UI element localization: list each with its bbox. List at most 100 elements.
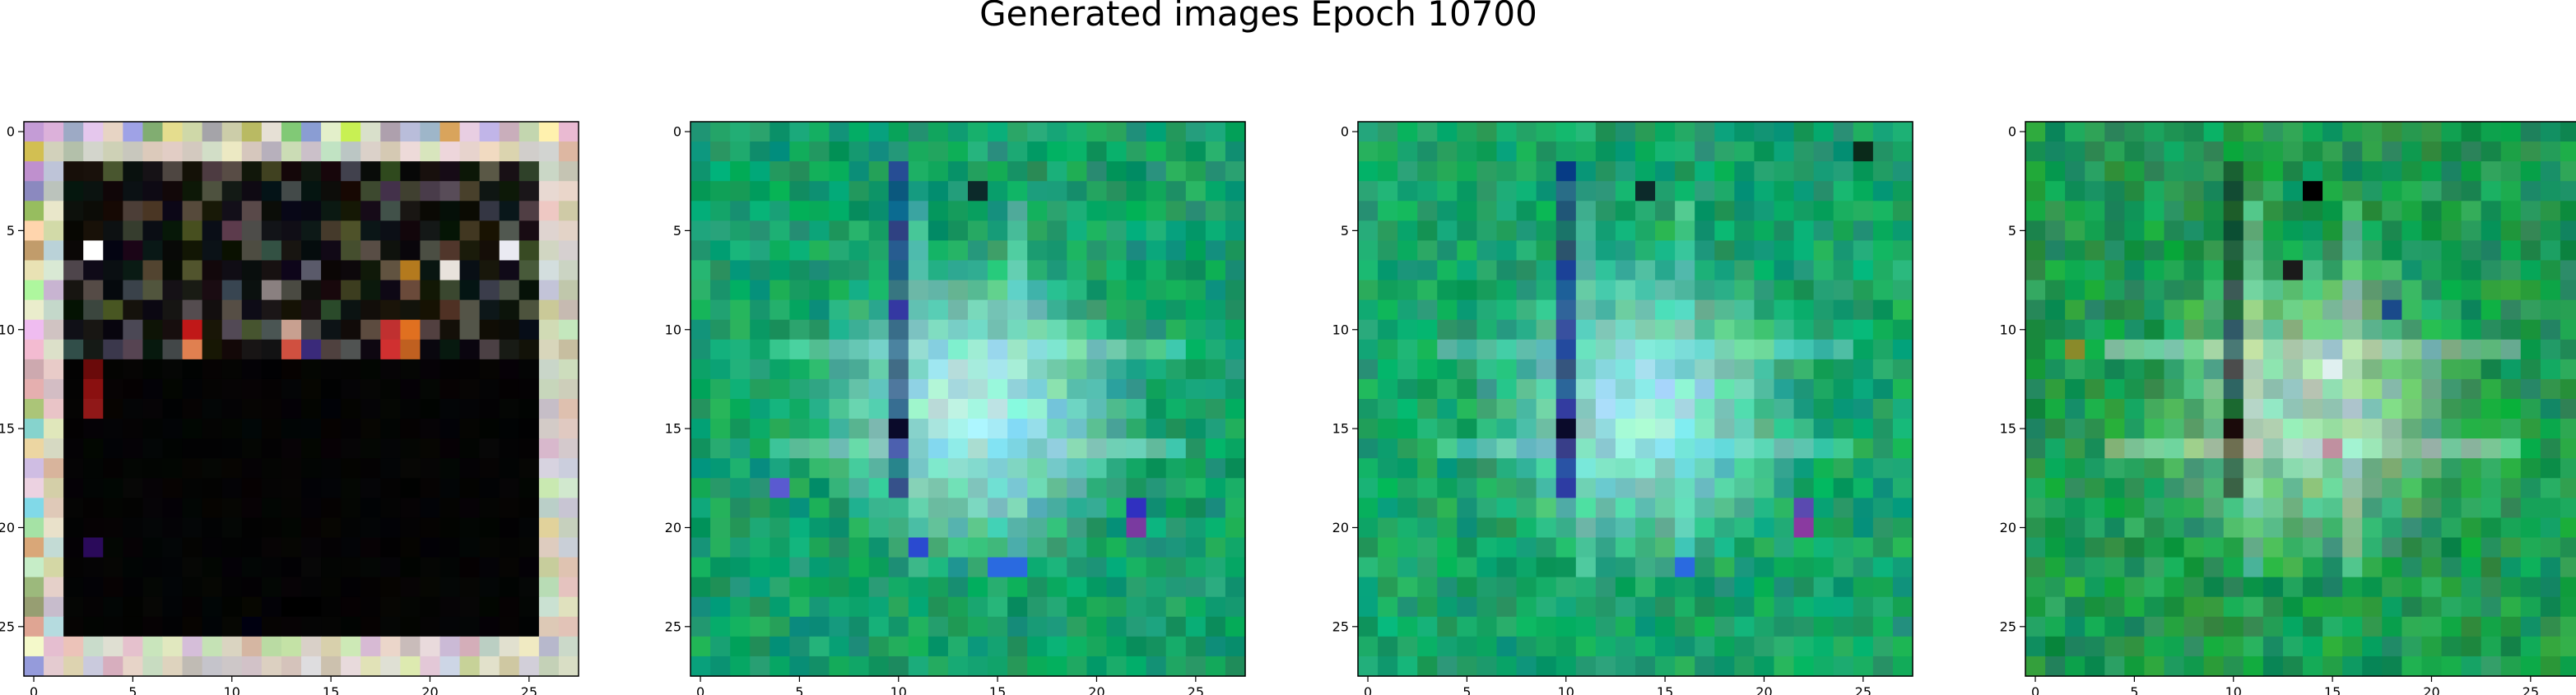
pixel-cell — [2500, 596, 2522, 618]
pixel-cell — [1892, 478, 1913, 498]
pixel-cell — [400, 339, 421, 360]
pixel-cell — [1813, 636, 1834, 657]
pixel-cell — [1358, 438, 1379, 459]
pixel-cell — [123, 201, 144, 221]
pixel-cell — [928, 339, 949, 360]
pixel-cell — [83, 557, 104, 578]
pixel-cell — [1476, 181, 1498, 202]
pixel-cell — [1417, 537, 1438, 558]
pixel-cell — [2402, 299, 2423, 321]
pixel-cell — [1872, 577, 1894, 598]
pixel-cell — [2441, 201, 2462, 221]
pixel-cell — [321, 616, 342, 637]
pixel-cell — [2540, 399, 2561, 419]
pixel-cell — [2540, 596, 2561, 618]
pixel-cell — [1047, 636, 1067, 657]
pixel-cell — [1378, 399, 1398, 419]
pixel-cell — [849, 517, 870, 539]
pixel-cell — [63, 181, 84, 202]
pixel-cell — [301, 339, 322, 360]
pixel-cell — [1205, 498, 1226, 519]
pixel-cell — [868, 299, 890, 321]
pixel-cell — [829, 181, 850, 202]
pixel-cell — [538, 201, 560, 221]
pixel-cell — [261, 616, 282, 637]
pixel-cell — [1635, 122, 1656, 142]
pixel-cell — [261, 596, 282, 618]
x-tick-label: 15 — [1657, 684, 1673, 695]
pixel-cell — [1615, 517, 1636, 539]
pixel-cell — [770, 141, 790, 162]
pixel-cell — [44, 577, 64, 598]
pixel-cell — [281, 498, 302, 519]
pixel-cell — [499, 537, 520, 558]
pixel-cell — [1457, 260, 1478, 281]
pixel-cell — [1457, 537, 1478, 558]
pixel-cell — [1027, 656, 1048, 677]
pixel-cell — [2421, 339, 2443, 360]
pixel-cell — [63, 399, 84, 419]
pixel-cell — [1437, 122, 1458, 142]
pixel-cell — [1714, 141, 1735, 162]
pixel-cell — [2362, 201, 2383, 221]
pixel-cell — [908, 478, 929, 498]
pixel-cell — [1146, 122, 1167, 142]
pixel-cell — [1358, 359, 1379, 380]
pixel-cell — [1457, 299, 1478, 321]
pixel-cell — [1185, 378, 1207, 400]
pixel-cell — [1555, 359, 1577, 380]
pixel-cell — [2421, 419, 2443, 439]
pixel-cell — [1417, 378, 1438, 400]
pixel-cell — [2203, 181, 2225, 202]
pixel-cell — [123, 458, 144, 479]
pixel-cell — [1872, 636, 1894, 657]
pixel-cell — [690, 201, 711, 221]
pixel-cell — [2500, 616, 2522, 637]
pixel-cell — [888, 359, 909, 380]
pixel-cell — [162, 616, 184, 637]
pixel-cell — [1007, 616, 1028, 637]
pixel-cell — [2183, 201, 2205, 221]
pixel-cell — [1793, 557, 1815, 578]
pixel-cell — [2282, 458, 2304, 479]
pixel-cell — [829, 419, 850, 439]
x-tick-label: 15 — [989, 684, 1006, 695]
pixel-cell — [341, 339, 361, 360]
pixel-cell — [439, 122, 461, 142]
pixel-cell — [1774, 319, 1795, 341]
pixel-cell — [2243, 260, 2264, 281]
pixel-cell — [202, 656, 223, 677]
pixel-cell — [1496, 240, 1518, 262]
pixel-cell — [730, 438, 751, 459]
pixel-cell — [888, 280, 909, 301]
pixel-cell — [1516, 399, 1537, 419]
pixel-cell — [400, 280, 421, 301]
pixel-cell — [789, 656, 811, 677]
pixel-cell — [1378, 577, 1398, 598]
pixel-cell — [123, 161, 144, 182]
pixel-cell — [2421, 557, 2443, 578]
pixel-cell — [2124, 517, 2146, 539]
pixel-cell — [1027, 399, 1048, 419]
pixel-cell — [1457, 419, 1478, 439]
pixel-cell — [2065, 201, 2085, 221]
pixel-cell — [221, 577, 243, 598]
pixel-cell — [1655, 517, 1676, 539]
pixel-cell — [479, 122, 500, 142]
pixel-cell — [1106, 498, 1128, 519]
pixel-cell — [829, 141, 850, 162]
pixel-cell — [261, 577, 282, 598]
pixel-cell — [1516, 359, 1537, 380]
pixel-cell — [1774, 596, 1795, 618]
pixel-cell — [1833, 458, 1854, 479]
pixel-cell — [162, 537, 184, 558]
pixel-cell — [1397, 220, 1418, 242]
pixel-cell — [730, 319, 751, 341]
pixel-cell — [182, 378, 203, 400]
pixel-cell — [83, 438, 104, 459]
y-tick-label: 5 — [1341, 223, 1349, 239]
pixel-cell — [558, 240, 579, 262]
pixel-cell — [1437, 596, 1458, 618]
pixel-cell — [2402, 537, 2423, 558]
pixel-cell — [2560, 378, 2576, 400]
